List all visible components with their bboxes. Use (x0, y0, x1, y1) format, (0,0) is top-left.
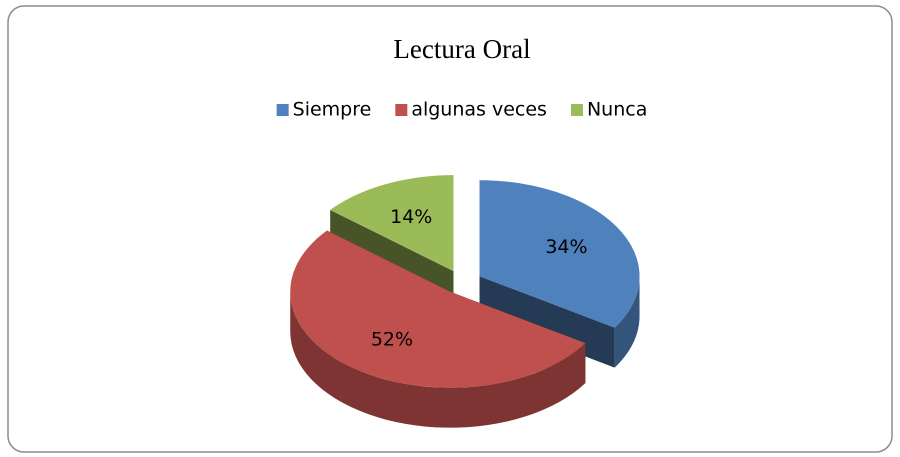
slice-wall (290, 291, 586, 428)
data-label: 34% (545, 236, 587, 258)
legend-swatch (570, 104, 583, 116)
legend-label: Nunca (587, 99, 647, 121)
slice (479, 180, 640, 328)
slice-wall (614, 276, 640, 368)
legend-swatch (276, 104, 289, 116)
legend-label: Siempre (293, 99, 372, 121)
data-label: 14% (390, 206, 432, 228)
legend-label: algunas veces (411, 99, 547, 121)
legend-swatch (395, 104, 408, 116)
slice (330, 175, 454, 272)
data-label: 52% (371, 328, 413, 350)
slice (290, 230, 586, 388)
chart-title: Lectura Oral (393, 34, 530, 64)
